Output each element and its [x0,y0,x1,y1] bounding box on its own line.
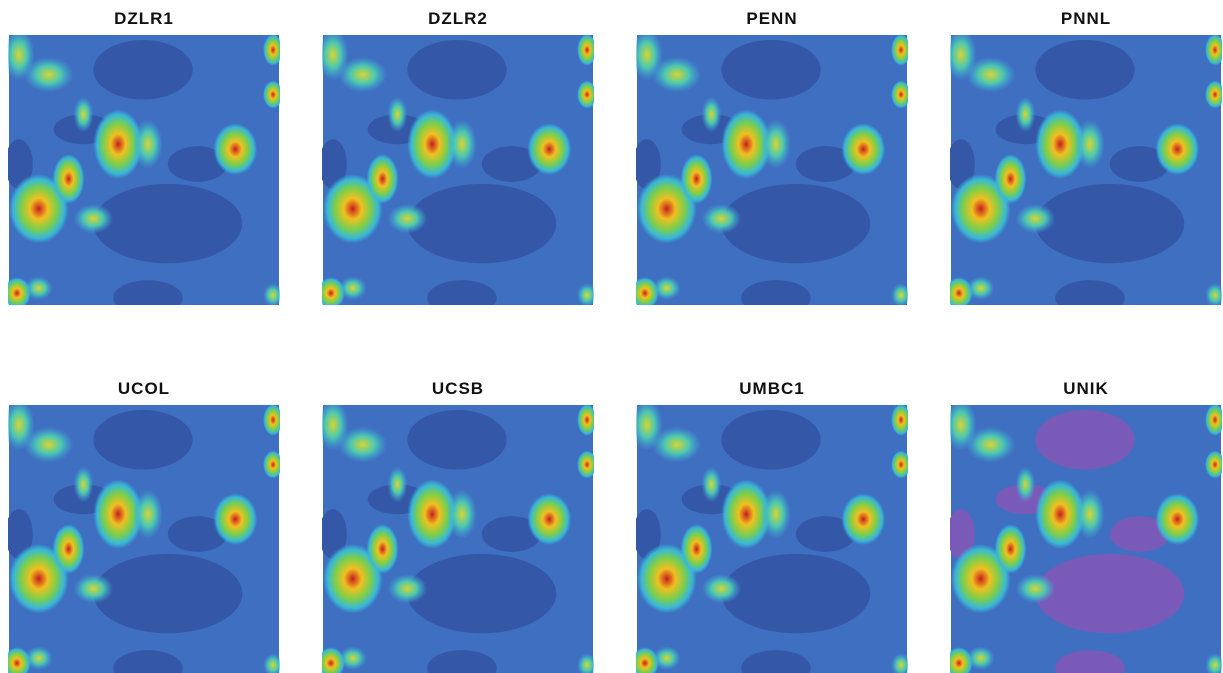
panel: UCSB [322,379,594,673]
heatmap [636,405,908,673]
panel-title: UCOL [118,379,170,398]
panel: UCOL [8,379,280,673]
panel-title: UCSB [432,379,484,398]
panel-title: PENN [746,9,797,28]
panel-title: DZLR2 [428,9,488,28]
heatmap [322,35,594,305]
heatmap [322,405,594,673]
panel-title: PNNL [1061,9,1111,28]
panel: DZLR1 [8,9,280,305]
heatmap [636,35,908,305]
heatmap [8,405,280,673]
panel-title: UMBC1 [739,379,804,398]
panel: UMBC1 [636,379,908,673]
panel: UNIK [950,379,1222,673]
panel-title: UNIK [1063,379,1109,398]
panel-title: DZLR1 [114,9,174,28]
panel: PENN [636,9,908,305]
panel: DZLR2 [322,9,594,305]
heatmap [8,35,280,305]
heatmap [950,405,1222,673]
panel: PNNL [950,9,1222,305]
heatmap [950,35,1222,305]
